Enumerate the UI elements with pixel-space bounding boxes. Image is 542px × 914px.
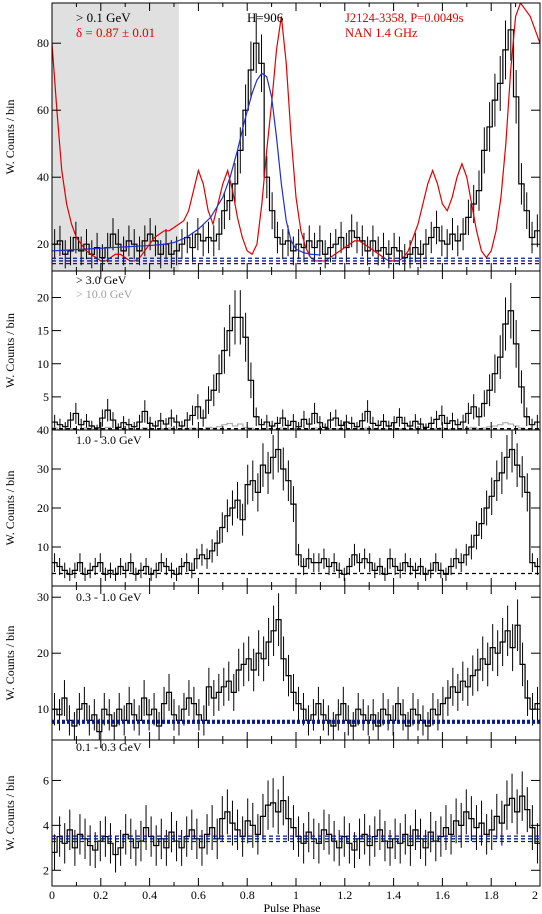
histogram-1	[52, 795, 540, 856]
delta-label: δ = 0.87 ± 0.01	[76, 25, 155, 40]
panel-plot-area	[52, 593, 540, 740]
radio-label: NAN 1.4 GHz	[345, 26, 418, 40]
y-tick-label: 40	[37, 170, 49, 184]
panel-plot-area	[52, 430, 540, 581]
energy-label-3: 1.0 - 3.0 GeV	[76, 433, 142, 447]
energy-label-2: > 3.0 GeV	[76, 273, 127, 287]
y-tick-label: 10	[37, 540, 49, 554]
y-tick-label: 20	[37, 501, 49, 515]
y-tick-label: 6	[43, 773, 49, 787]
x-tick-label: 0	[49, 888, 55, 902]
x-tick-label: 0.8	[240, 888, 255, 902]
radio-curve	[52, 3, 540, 262]
panel-plot-area	[52, 3, 540, 271]
off-pulse-region	[52, 3, 179, 271]
htest-label: H=906	[247, 10, 284, 25]
panels-layer: 20 40 60 80 W. Counts / bin 5 10 15 20 W. Counts …	[3, 2, 541, 887]
y-tick-label: 20	[37, 646, 49, 660]
panel-plot-area	[52, 282, 540, 430]
y-axis-label: W. Counts / bin	[3, 626, 17, 701]
fit-curve	[52, 72, 321, 256]
y-tick-label: 60	[37, 103, 49, 117]
panel-2: 5 10 15 20 W. Counts / bin	[3, 270, 541, 431]
y-tick-label: 10	[37, 357, 49, 371]
panel-4: 10 20 30 W. Counts / bin	[3, 585, 541, 741]
x-tick-label: 0.4	[142, 888, 157, 902]
panel-1: 20 40 60 80 W. Counts / bin	[3, 2, 541, 272]
y-tick-label: 4	[43, 818, 49, 832]
panel-5: 2 4 6 W. Counts / bin	[3, 739, 541, 887]
y-tick-label: 20	[37, 237, 49, 251]
panel-frame	[51, 739, 541, 887]
y-tick-label: 30	[37, 590, 49, 604]
x-tick-label: 1.4	[386, 888, 401, 902]
y-tick-label: 10	[37, 702, 49, 716]
panel-3: 10 20 30 40 W. Counts / bin	[3, 423, 541, 587]
histogram-1	[52, 448, 540, 575]
panel-plot-area	[52, 771, 540, 873]
x-tick-label: 2	[532, 888, 538, 902]
y-axis-label: W. Counts / bin	[3, 471, 17, 546]
y-tick-label: 5	[43, 390, 49, 404]
y-tick-label: 2	[43, 863, 49, 877]
histogram-1	[52, 619, 540, 733]
x-tick-label: 1	[293, 888, 299, 902]
energy-label-5: 0.1 - 0.3 GeV	[76, 740, 142, 754]
panel-frame	[51, 585, 541, 741]
pulsar-label: J2124-3358, P=0.0049s	[345, 11, 464, 25]
y-tick-label: 15	[37, 324, 49, 338]
y-axis-label: W. Counts / bin	[3, 100, 17, 175]
y-axis-label: W. Counts / bin	[3, 313, 17, 388]
x-tick-labels: 0 0.2 0.4 0.6 0.8 1 1.2 1.4 1.6 1.8 2	[49, 888, 538, 902]
y-tick-label: 20	[37, 291, 49, 305]
x-tick-label: 1.8	[484, 888, 499, 902]
x-tick-label: 0.6	[191, 888, 206, 902]
energy-label-2b: > 10.0 GeV	[76, 287, 133, 301]
x-axis-label: Pulse Phase	[264, 901, 321, 914]
y-tick-label: 30	[37, 462, 49, 476]
energy-label-top: > 0.1 GeV	[76, 10, 131, 25]
histogram-1	[52, 310, 540, 429]
y-tick-label: 40	[37, 423, 49, 437]
x-tick-label: 1.2	[337, 888, 352, 902]
y-tick-label: 80	[37, 36, 49, 50]
x-tick-label: 1.6	[435, 888, 450, 902]
x-tick-label: 0.2	[93, 888, 108, 902]
y-axis-label: W. Counts / bin	[3, 776, 17, 851]
energy-label-4: 0.3 - 1.0 GeV	[76, 590, 142, 604]
